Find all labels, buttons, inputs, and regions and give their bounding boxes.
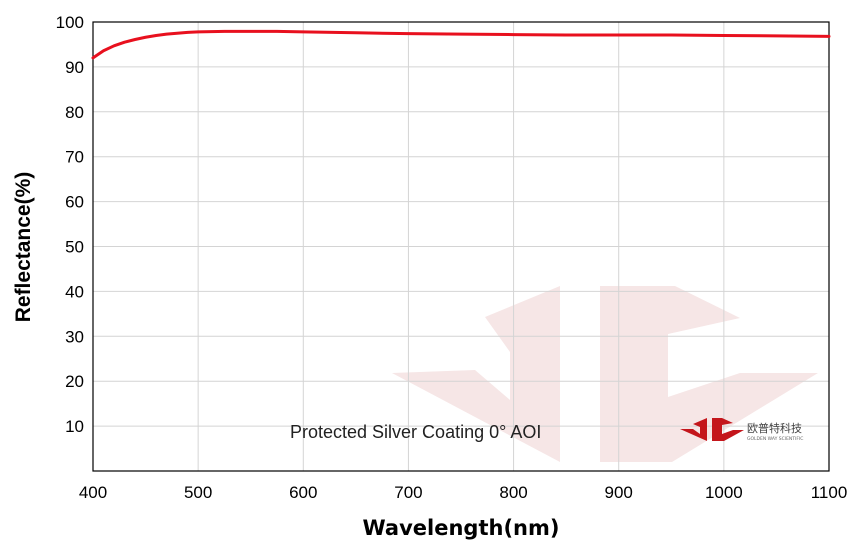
x-axis-ticks: 400 500 600 700 800 900 1000 1100: [79, 483, 847, 502]
y-axis-label: Reflectance(%): [12, 172, 35, 323]
watermark-right-arrow: [600, 286, 818, 462]
y-tick-label: 100: [56, 13, 84, 32]
series-line-reflectance: [91, 29, 831, 60]
logo-left-arrow: [680, 418, 707, 441]
logo-brand-cn: 欧普特科技: [747, 421, 802, 435]
y-tick-label: 50: [65, 238, 84, 257]
y-tick-label: 90: [65, 58, 84, 77]
x-axis-label: Wavelength(nm): [363, 516, 560, 540]
logo-brand-en: GOLDEN WAY SCIENTIFIC: [747, 436, 803, 442]
y-tick-label: 60: [65, 193, 84, 212]
watermark-left-arrow: [392, 286, 560, 462]
chart-annotation: Protected Silver Coating 0° AOI: [290, 422, 541, 442]
x-tick-label: 900: [605, 483, 633, 502]
x-tick-label: 1000: [705, 483, 743, 502]
y-axis-ticks: 10 20 30 40 50 60 70 80 90 100: [56, 13, 84, 436]
watermark-logo: [392, 286, 818, 462]
y-tick-label: 70: [65, 148, 84, 167]
y-tick-label: 30: [65, 327, 84, 346]
x-tick-label: 800: [499, 483, 527, 502]
x-tick-label: 500: [184, 483, 212, 502]
grid-lines: [93, 22, 829, 471]
x-tick-label: 600: [289, 483, 317, 502]
logo-right-arrow: [712, 418, 744, 441]
x-tick-label: 700: [394, 483, 422, 502]
x-tick-label: 1100: [811, 483, 848, 502]
plot-frame: [92, 21, 830, 472]
y-tick-label: 40: [65, 282, 84, 301]
y-tick-label: 80: [65, 103, 84, 122]
y-tick-label: 20: [65, 372, 84, 391]
y-tick-label: 10: [65, 417, 84, 436]
brand-logo: 欧普特科技 GOLDEN WAY SCIENTIFIC: [680, 418, 803, 442]
x-tick-label: 400: [79, 483, 107, 502]
